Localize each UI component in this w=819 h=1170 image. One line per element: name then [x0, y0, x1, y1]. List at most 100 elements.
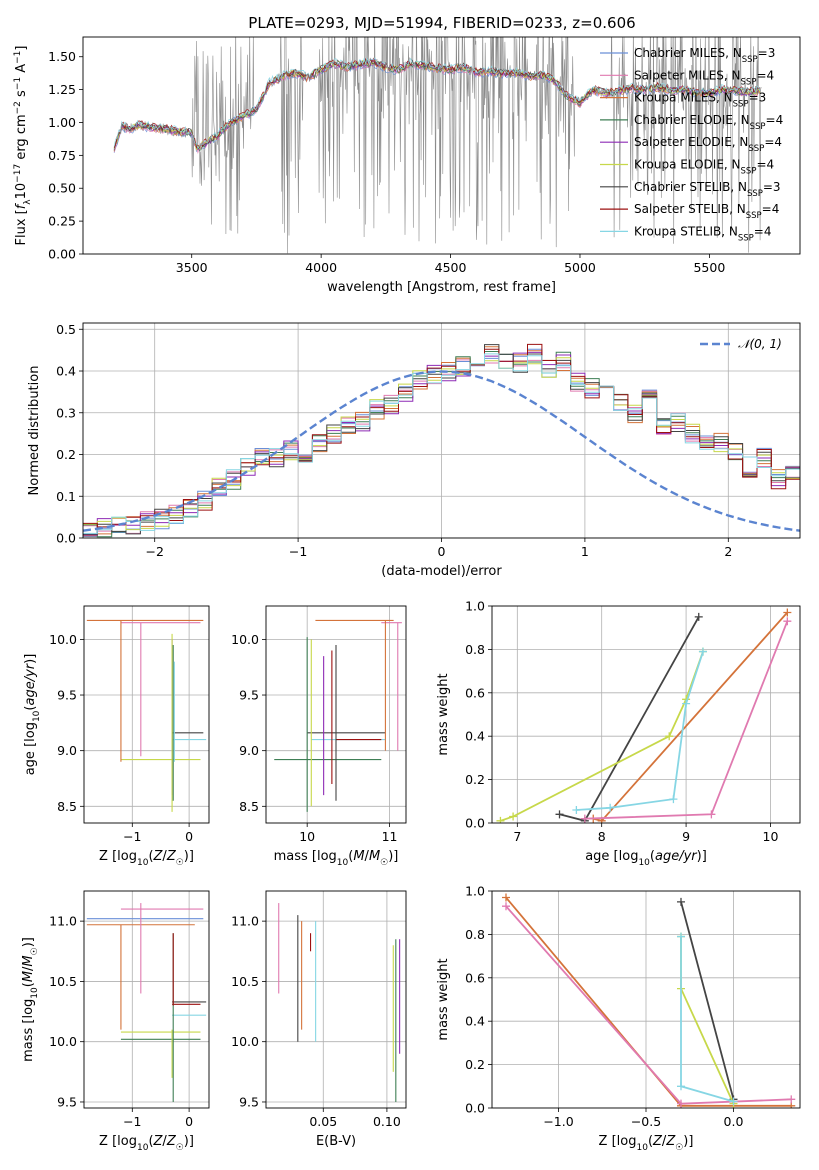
label-part: age/yr — [23, 662, 38, 705]
y-tick-label: 1.25 — [48, 82, 76, 97]
y-tick-label: 0.6 — [465, 685, 485, 700]
x-tick-label: 0 — [185, 829, 193, 844]
label-part: Z — [665, 1134, 676, 1149]
y-tick-label: 9.5 — [239, 1094, 259, 1109]
label-part: / — [162, 1134, 167, 1149]
label-part: )] — [184, 1134, 194, 1149]
label-part: Z — [652, 1134, 663, 1149]
label-part: / — [662, 1134, 667, 1149]
label-part: Z — [153, 1134, 164, 1149]
label-part: Z — [166, 1134, 177, 1149]
legend-label: 𝒩(0, 1) — [738, 337, 782, 351]
weight-marker — [555, 810, 564, 819]
x-tick-label: −2 — [145, 544, 163, 559]
legend-label-part: SSP — [741, 167, 757, 177]
legend-label-part: SSP — [750, 122, 766, 132]
legend-label: Kroupa MILES, NSSP=3 — [634, 91, 766, 110]
legend-label-part: =4 — [756, 158, 774, 172]
histogram-step-line — [83, 353, 800, 534]
label-part: / — [21, 966, 36, 971]
legend-label-part: =3 — [749, 91, 767, 105]
weight-marker — [783, 617, 792, 626]
y-tick-label: 10.0 — [231, 1034, 259, 1049]
y-tick-label: 1.00 — [48, 115, 76, 130]
label-part: (data-model)/error — [381, 564, 502, 579]
label-part: 10 — [636, 1143, 648, 1153]
legend-label-part: SSP — [747, 189, 763, 199]
y-tick-label: 0.5 — [56, 322, 76, 337]
plot-area-mass-vs-EBV — [266, 891, 406, 1108]
y-tick-label: 0.4 — [465, 1014, 485, 1029]
x-tick-label: 9 — [682, 829, 690, 844]
legend-label: Kroupa ELODIE, NSSP=4 — [634, 158, 774, 177]
y-tick-label: 9.5 — [57, 688, 77, 703]
label-part: )] — [388, 849, 398, 864]
axes-frame — [82, 36, 801, 255]
y-tick-label: 0.8 — [465, 927, 485, 942]
label-part: )] — [23, 654, 38, 664]
label-part: ] — [14, 46, 29, 51]
label-part: erg cm — [14, 114, 29, 163]
x-axis-label: (data-model)/error — [381, 564, 502, 579]
axes-frame — [82, 322, 801, 539]
x-axis-label: E(B-V) — [316, 1134, 356, 1149]
label-part: wavelength [Angstrom, rest frame] — [327, 280, 556, 295]
axes-frame — [83, 890, 210, 1109]
y-axis-label: age [log10(age/yr)] — [23, 654, 42, 776]
y-tick-label: 0.8 — [465, 642, 485, 657]
legend-label-part: Salpeter MILES, N — [634, 68, 741, 82]
y-tick-label: 0.4 — [465, 729, 485, 744]
label-part: 10 — [30, 987, 40, 999]
x-tick-label: −0.5 — [631, 1114, 661, 1129]
legend-label-part: SSP — [748, 144, 764, 154]
weight-marker — [509, 812, 518, 821]
legend-label-part: =3 — [763, 180, 781, 194]
panel-weight-vs-Z: −1.0 −0.5 0.00.00.20.40.60.81.0Z [log10(Z/… — [436, 884, 801, 1153]
label-part: s — [14, 90, 29, 101]
plot-area-spectrum — [113, 37, 762, 254]
label-part: 10 — [638, 858, 650, 868]
legend-label-part: Chabrier ELODIE, N — [634, 113, 750, 127]
x-tick-label: 0.05 — [309, 1114, 337, 1129]
weight-marker — [580, 814, 589, 823]
label-part: )] — [683, 1134, 693, 1149]
spectrum-model-line — [113, 59, 761, 152]
label-part: −17 — [13, 164, 23, 183]
axes-frame — [265, 890, 407, 1109]
y-tick-label: 0.25 — [48, 214, 76, 229]
label-part: f — [14, 202, 29, 209]
weight-marker — [502, 902, 510, 911]
weight-line — [680, 936, 734, 1103]
y-tick-label: 9.5 — [57, 1094, 77, 1109]
y-tick-label: 11.0 — [231, 914, 259, 929]
plot-area-weight-vs-Z — [492, 891, 800, 1108]
label-part: Z — [153, 849, 164, 864]
label-part: ( — [648, 1134, 653, 1149]
label-part: Normed distribution — [27, 366, 42, 496]
x-tick-label: −1.0 — [543, 1114, 573, 1129]
x-tick-label: 11 — [382, 829, 398, 844]
weight-marker — [496, 816, 505, 823]
y-tick-label: 11.0 — [49, 914, 77, 929]
weight-line — [505, 896, 792, 1107]
legend-label-part: =4 — [756, 68, 774, 82]
label-part: mass weight — [436, 958, 451, 1040]
label-part: 10 — [137, 1143, 149, 1153]
label-part: ( — [148, 1134, 153, 1149]
y-axis-label: Normed distribution — [27, 366, 42, 496]
axes-frame — [491, 890, 801, 1109]
x-tick-label: 4000 — [305, 260, 337, 275]
y-tick-label: 10.0 — [49, 632, 77, 647]
figure-title: PLATE=0293, MJD=51994, FIBERID=0233, z=0… — [248, 14, 635, 32]
weight-marker — [677, 897, 685, 906]
label-part: ( — [23, 706, 38, 711]
x-tick-label: −1 — [123, 1114, 141, 1129]
plot-area-residuals — [83, 323, 800, 538]
x-tick-label: 10 — [763, 829, 779, 844]
y-tick-label: 0.0 — [56, 531, 76, 546]
weight-marker — [729, 1097, 738, 1106]
weight-line — [680, 936, 735, 1105]
y-tick-label: 1.0 — [465, 599, 485, 614]
label-part: ☉ — [176, 1143, 184, 1153]
